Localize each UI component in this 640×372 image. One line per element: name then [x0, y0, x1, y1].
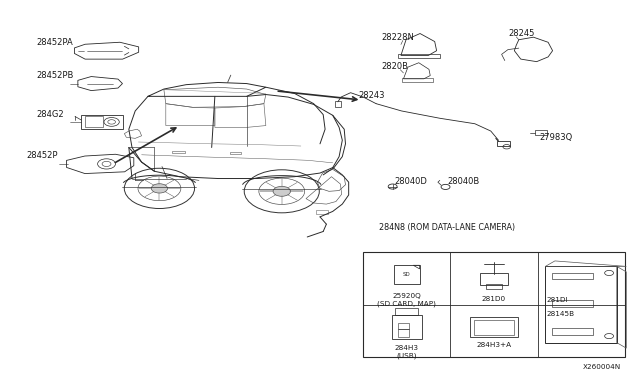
Bar [230, 152, 241, 154]
Bar [552, 328, 593, 335]
Bar [394, 265, 420, 283]
Text: 28452PB: 28452PB [36, 71, 74, 80]
Bar [316, 209, 328, 214]
Text: 25920Q
(SD CARD, MAP): 25920Q (SD CARD, MAP) [378, 293, 436, 307]
Bar [172, 151, 185, 153]
Text: 28040D: 28040D [394, 177, 428, 186]
Bar [398, 329, 409, 337]
Text: 28245: 28245 [508, 29, 534, 38]
Text: 28040B: 28040B [447, 177, 480, 186]
Bar [545, 266, 617, 343]
Bar [84, 116, 103, 127]
Text: 281DI: 281DI [547, 297, 568, 303]
Bar [497, 141, 510, 146]
Text: SD: SD [403, 272, 411, 277]
Text: X260004N: X260004N [583, 364, 621, 370]
Text: 284H3
(USB): 284H3 (USB) [395, 345, 419, 359]
Text: 284G2: 284G2 [36, 110, 64, 119]
Bar [552, 300, 593, 307]
Text: 281D0: 281D0 [482, 296, 506, 302]
Bar [552, 273, 593, 279]
Text: 28228N: 28228N [382, 33, 415, 42]
Text: 28243: 28243 [358, 91, 385, 100]
Bar [486, 284, 502, 289]
Bar [81, 115, 123, 129]
Bar [480, 273, 508, 285]
Text: 2820B: 2820B [382, 62, 409, 71]
Bar [335, 101, 341, 107]
Text: 28145B: 28145B [547, 311, 575, 317]
Bar [364, 251, 625, 357]
Bar [474, 320, 514, 335]
Text: 28452PA: 28452PA [36, 38, 73, 47]
Bar [398, 54, 440, 58]
Text: 284H3+A: 284H3+A [476, 342, 511, 348]
Bar [392, 315, 422, 339]
Bar [536, 130, 547, 135]
Text: 284N8 (ROM DATA-LANE CAMERA): 284N8 (ROM DATA-LANE CAMERA) [380, 223, 515, 232]
Circle shape [273, 186, 291, 196]
Bar [470, 317, 518, 337]
Bar [398, 323, 409, 329]
Text: 28452P: 28452P [27, 151, 58, 160]
Circle shape [151, 184, 168, 193]
Text: 27983Q: 27983Q [540, 133, 573, 142]
Bar [396, 308, 419, 315]
Bar [401, 78, 433, 82]
